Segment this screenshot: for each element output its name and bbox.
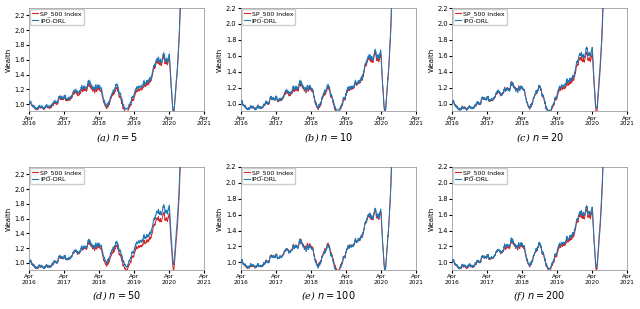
Y-axis label: Wealth: Wealth (429, 206, 435, 231)
Legend: SP_500 Index, IPO-DRL: SP_500 Index, IPO-DRL (453, 168, 507, 184)
X-axis label: (a) $n = 5$: (a) $n = 5$ (95, 131, 138, 144)
Y-axis label: Wealth: Wealth (429, 48, 435, 72)
X-axis label: (b) $n = 10$: (b) $n = 10$ (303, 131, 353, 144)
Y-axis label: Wealth: Wealth (217, 206, 223, 231)
Legend: SP_500 Index, IPO-DRL: SP_500 Index, IPO-DRL (30, 168, 84, 184)
Legend: SP_500 Index, IPO-DRL: SP_500 Index, IPO-DRL (242, 168, 295, 184)
X-axis label: (e) $n = 100$: (e) $n = 100$ (301, 290, 355, 303)
X-axis label: (d) $n = 50$: (d) $n = 50$ (92, 290, 141, 303)
Y-axis label: Wealth: Wealth (217, 48, 223, 72)
X-axis label: (f) $n = 200$: (f) $n = 200$ (513, 290, 566, 303)
Legend: SP_500 Index, IPO-DRL: SP_500 Index, IPO-DRL (30, 9, 84, 25)
Y-axis label: Wealth: Wealth (6, 206, 12, 231)
Legend: SP_500 Index, IPO-DRL: SP_500 Index, IPO-DRL (453, 9, 507, 25)
X-axis label: (c) $n = 20$: (c) $n = 20$ (516, 131, 564, 144)
Y-axis label: Wealth: Wealth (6, 48, 12, 72)
Legend: SP_500 Index, IPO-DRL: SP_500 Index, IPO-DRL (242, 9, 295, 25)
